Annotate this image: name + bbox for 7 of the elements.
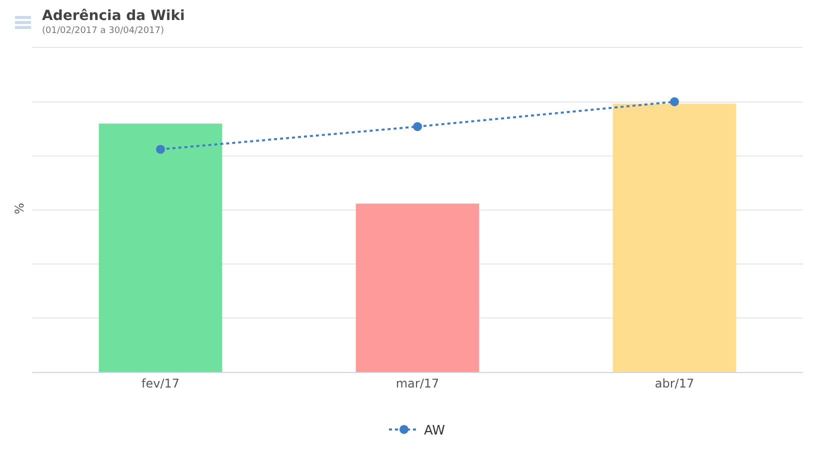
legend-label: AW [424,424,446,439]
chart-title: Aderência da Wiki [42,8,185,24]
x-tick-label: abr/17 [654,376,694,390]
x-tick-label: mar/17 [396,376,440,390]
x-tick-label: fev/17 [141,376,180,390]
chart-subtitle: (01/02/2017 a 30/04/2017) [42,26,164,36]
y-axis-title: % [12,202,26,214]
